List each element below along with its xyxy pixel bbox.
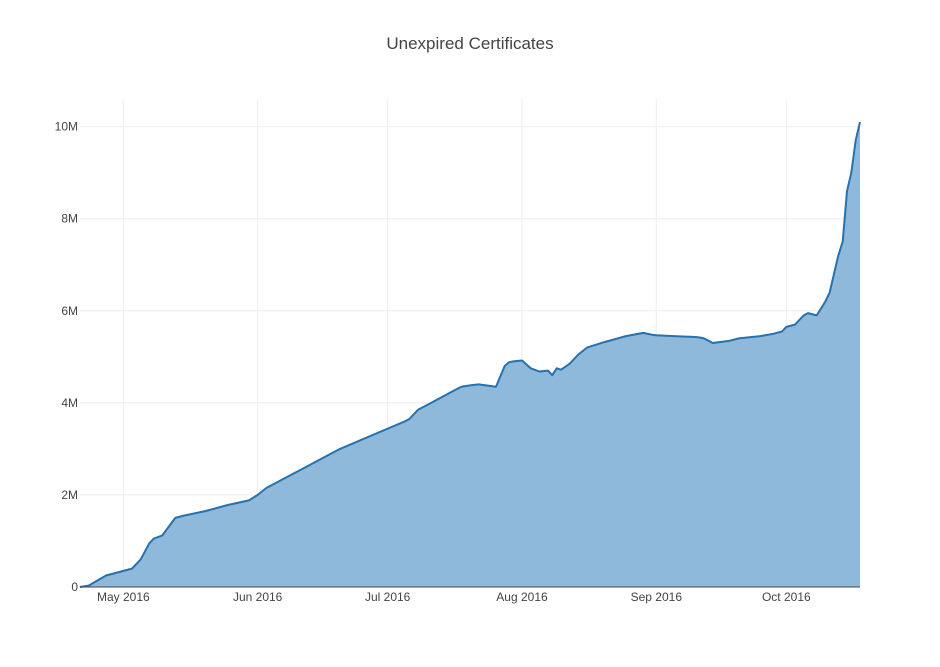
x-tick-label: Jul 2016 [365, 590, 411, 604]
series-area-fill [80, 122, 860, 587]
axes: May 2016 Jun 2016 Jul 2016 Aug 2016 Sep 2016… [55, 120, 860, 604]
y-tick-label: 8M [61, 212, 78, 226]
y-tick-label: 4M [61, 396, 78, 410]
y-tick-label: 0 [71, 580, 78, 594]
chart-title: Unexpired Certificates [386, 34, 553, 53]
x-tick-label: May 2016 [97, 590, 150, 604]
x-tick-label: Sep 2016 [631, 590, 683, 604]
plot-area [79, 121, 861, 588]
series-line [79, 121, 861, 588]
x-tick-label: Oct 2016 [762, 590, 811, 604]
y-tick-label: 2M [61, 488, 78, 502]
y-tick-label: 10M [55, 120, 78, 134]
x-tick-label: Jun 2016 [233, 590, 283, 604]
y-tick-label: 6M [61, 304, 78, 318]
x-tick-label: Aug 2016 [496, 590, 548, 604]
